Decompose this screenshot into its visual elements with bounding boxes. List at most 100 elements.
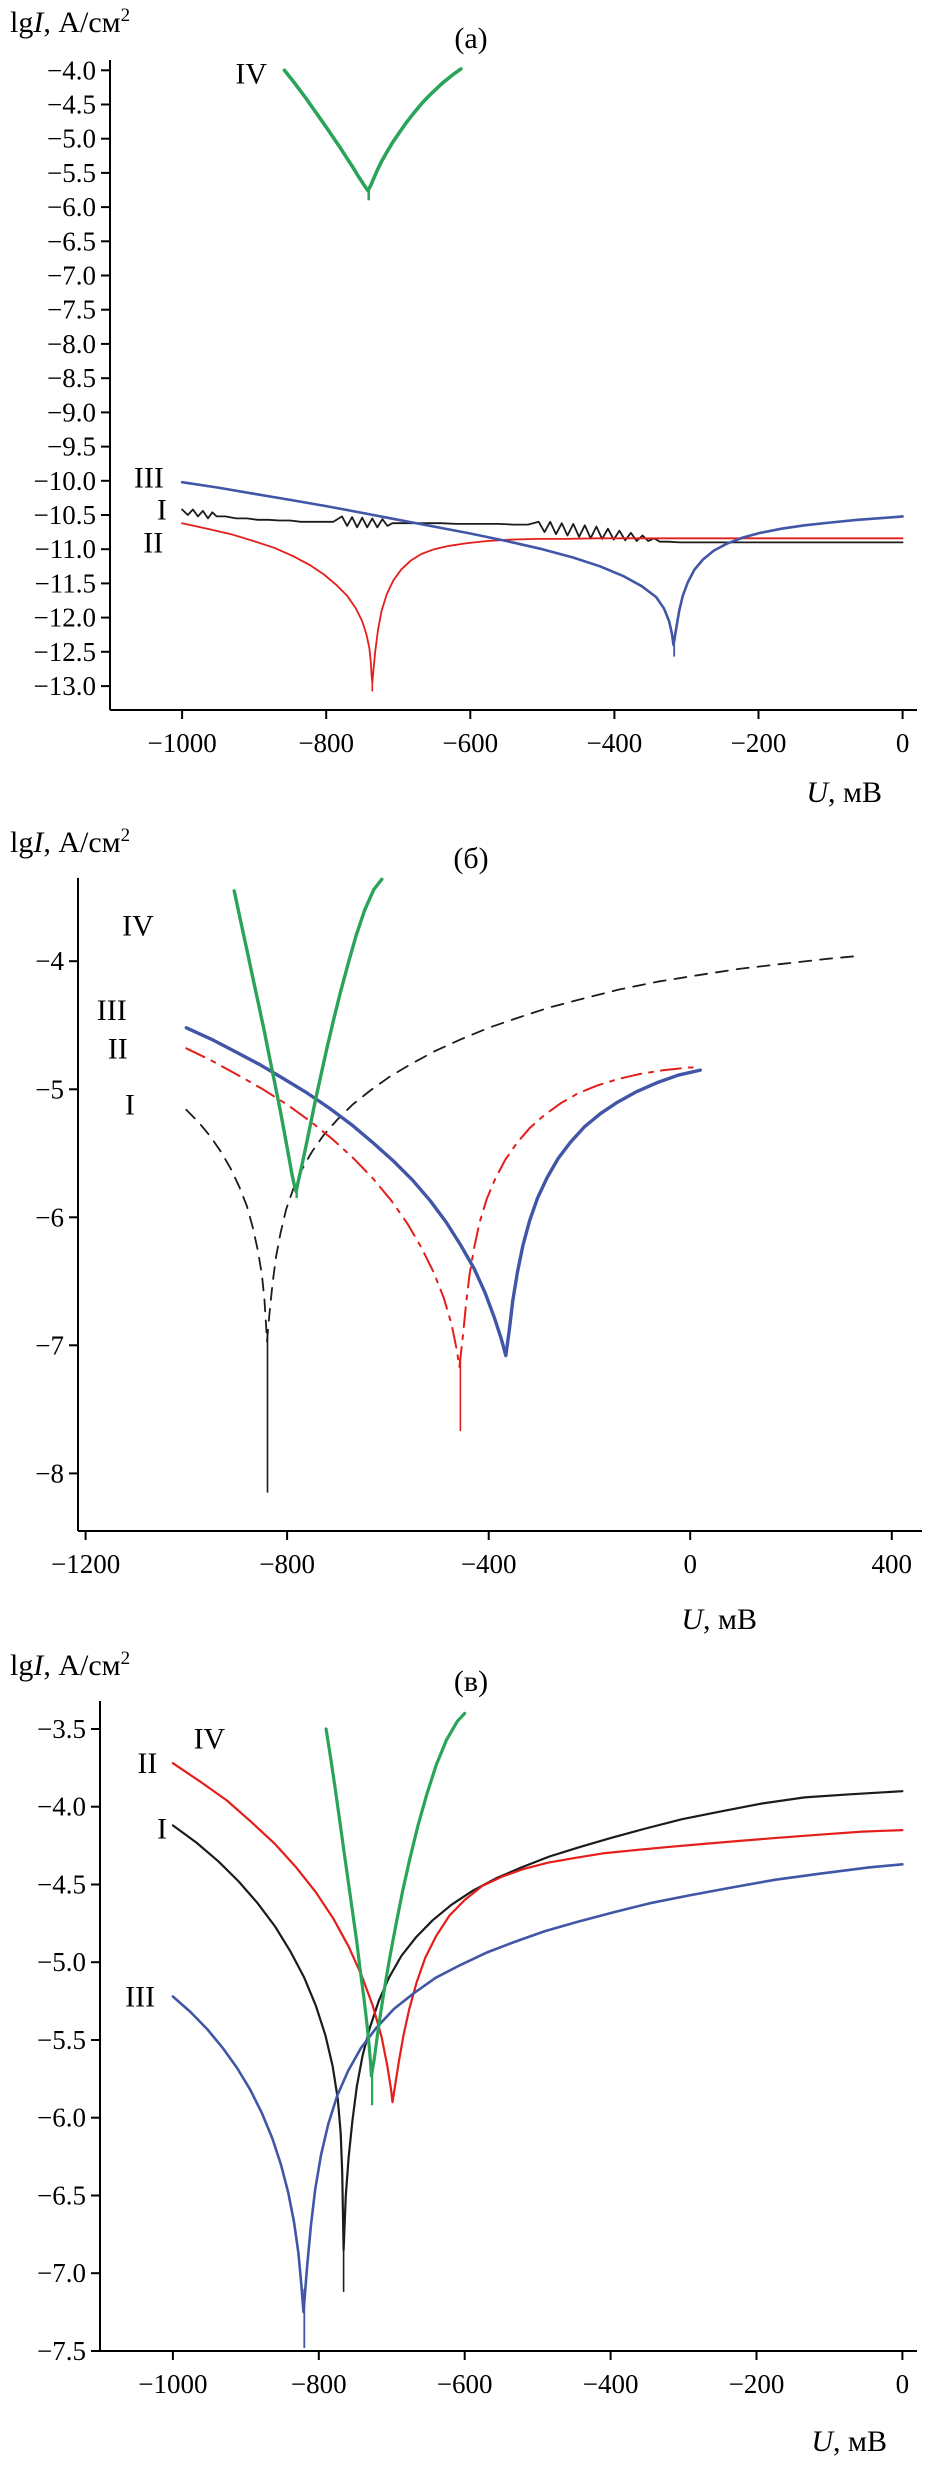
curve-IV (324, 1711, 467, 2078)
y-tick-label: −4 (35, 946, 64, 976)
curve-IV (282, 67, 463, 193)
y-tick-label: −4.5 (47, 90, 96, 120)
y-axis-label: lgI, А/см2 (10, 6, 130, 40)
x-tick-label: −800 (298, 728, 354, 758)
x-axis-label: U, мВ (811, 2425, 887, 2459)
series-label-III: III (125, 1981, 155, 2014)
y-tick-label: −11.5 (35, 568, 96, 598)
curve-IV (232, 877, 384, 1194)
y-axis-label: lgI, А/см2 (10, 826, 130, 860)
axes (91, 1701, 917, 2360)
panel-v: −3.5 −4.0 −4.5 −5.0 −5.5 −6.0 −6.5 −7.0 −7.5 −100… (0, 1643, 942, 2467)
x-axis-label: U, мВ (681, 1603, 757, 1637)
x-tick-label: 0 (683, 1549, 697, 1579)
y-tick-label: −12.5 (34, 637, 96, 667)
x-axis-label-unit: , мВ (828, 776, 882, 809)
y-tick-label: −9.5 (47, 432, 96, 462)
x-axis-label-unit: , мВ (703, 1603, 757, 1636)
y-tick-label: −10.0 (34, 466, 96, 496)
x-axis-label-variable: U (811, 2425, 833, 2458)
panel-b-title: (б) (453, 842, 489, 875)
x-axis-label-variable: U (806, 776, 828, 809)
series-label-III: III (134, 461, 164, 494)
y-tick-label: −8.5 (47, 363, 96, 393)
y-tick-label: −7.0 (47, 261, 96, 291)
x-tick-label: −800 (259, 1549, 315, 1579)
panel-b: −4 −5 −6 −7 −8 −1200 −800 −400 0 400 IV III II I lgI,… (0, 820, 942, 1643)
x-tick-label: −1000 (147, 728, 216, 758)
series-label-II: II (143, 526, 163, 559)
series-label-I: I (157, 494, 167, 527)
chart-a-plot: −4.0 −4.5 −5.0 −5.5 −6.0 −6.5 −7.0 −7.5 −8.0 −8.5… (34, 55, 917, 758)
y-axis-label-variable: I (33, 826, 44, 859)
series-label-I: I (125, 1089, 135, 1122)
y-tick-label: −8.0 (47, 329, 96, 359)
y-tick-label: −5.5 (37, 2025, 86, 2055)
y-tick-label: −6.0 (37, 2103, 86, 2133)
x-tick-label: 0 (896, 728, 910, 758)
curve-I (171, 1790, 904, 2251)
y-tick-label: −6.0 (47, 192, 96, 222)
y-axis-label-unit: , А/см (43, 1649, 121, 1682)
y-axis-label-prefix: lg (10, 6, 34, 39)
panel-a-title: (а) (454, 22, 488, 55)
y-tick-label: −5 (35, 1074, 64, 1104)
series-label-II: II (137, 1747, 157, 1780)
x-tick-label: −400 (461, 1549, 517, 1579)
series-label-II: II (108, 1032, 128, 1065)
y-tick-label: −6.5 (37, 2181, 86, 2211)
curve-II (181, 522, 904, 684)
x-tick-label: −400 (583, 2369, 639, 2399)
y-tick-label: −10.5 (34, 500, 96, 530)
y-tick-label: −4.0 (47, 55, 96, 85)
y-axis-label: lgI, А/см2 (10, 1649, 130, 1683)
x-axis-label: U, мВ (806, 776, 882, 810)
y-axis-label-unit: , А/см (43, 826, 121, 859)
y-tick-label: −7.5 (37, 2336, 86, 2366)
panel-v-title: (в) (453, 1665, 489, 1698)
curve-III (171, 1863, 904, 2314)
x-tick-label: 0 (896, 2369, 910, 2399)
y-tick-label: −13.0 (34, 671, 96, 701)
x-tick-label: −600 (442, 728, 498, 758)
y-tick-label: −5.5 (47, 158, 96, 188)
series-label-I: I (157, 1813, 167, 1846)
curve-II (171, 1762, 904, 2104)
y-tick-label: −5.0 (37, 1947, 86, 1977)
y-axis-label-superscript: 2 (120, 825, 131, 846)
curve-I (185, 955, 858, 1343)
y-tick-label: −4.0 (37, 1792, 86, 1822)
x-tick-label: −1200 (51, 1549, 120, 1579)
panel-a: −4.0 −4.5 −5.0 −5.5 −6.0 −6.5 −7.0 −7.5 −8.0 −8.5… (0, 0, 942, 820)
x-tick-label: 400 (872, 1549, 913, 1579)
curve-I (181, 508, 904, 544)
series-label-III: III (97, 994, 127, 1027)
x-tick-label: −200 (731, 728, 787, 758)
y-tick-label: −6 (35, 1202, 64, 1232)
y-axis-label-prefix: lg (10, 826, 34, 859)
y-tick-label: −7 (35, 1330, 64, 1360)
y-tick-label: −11.0 (35, 534, 96, 564)
y-tick-label: −5.0 (47, 124, 96, 154)
curve-III (184, 1026, 702, 1358)
x-tick-label: −600 (437, 2369, 493, 2399)
x-tick-label: −1000 (138, 2369, 207, 2399)
y-tick-label: −7.5 (47, 295, 96, 325)
y-tick-label: −7.0 (37, 2258, 86, 2288)
y-axis-label-prefix: lg (10, 1649, 34, 1682)
y-axis-label-superscript: 2 (120, 5, 131, 26)
x-tick-label: −800 (291, 2369, 347, 2399)
x-axis-label-variable: U (681, 1603, 703, 1636)
y-tick-label: −8 (35, 1458, 64, 1488)
series-label-IV: IV (194, 1722, 226, 1755)
y-axis-label-variable: I (33, 1649, 44, 1682)
chart-v-plot: −3.5 −4.0 −4.5 −5.0 −5.5 −6.0 −6.5 −7.0 −7.5 −100… (37, 1701, 917, 2399)
series-label-IV: IV (122, 909, 154, 942)
y-axis-label-superscript: 2 (120, 1648, 131, 1669)
axes (69, 878, 922, 1540)
y-axis-label-unit: , А/см (43, 6, 121, 39)
curve-III (180, 480, 904, 647)
y-axis-label-variable: I (33, 6, 44, 39)
